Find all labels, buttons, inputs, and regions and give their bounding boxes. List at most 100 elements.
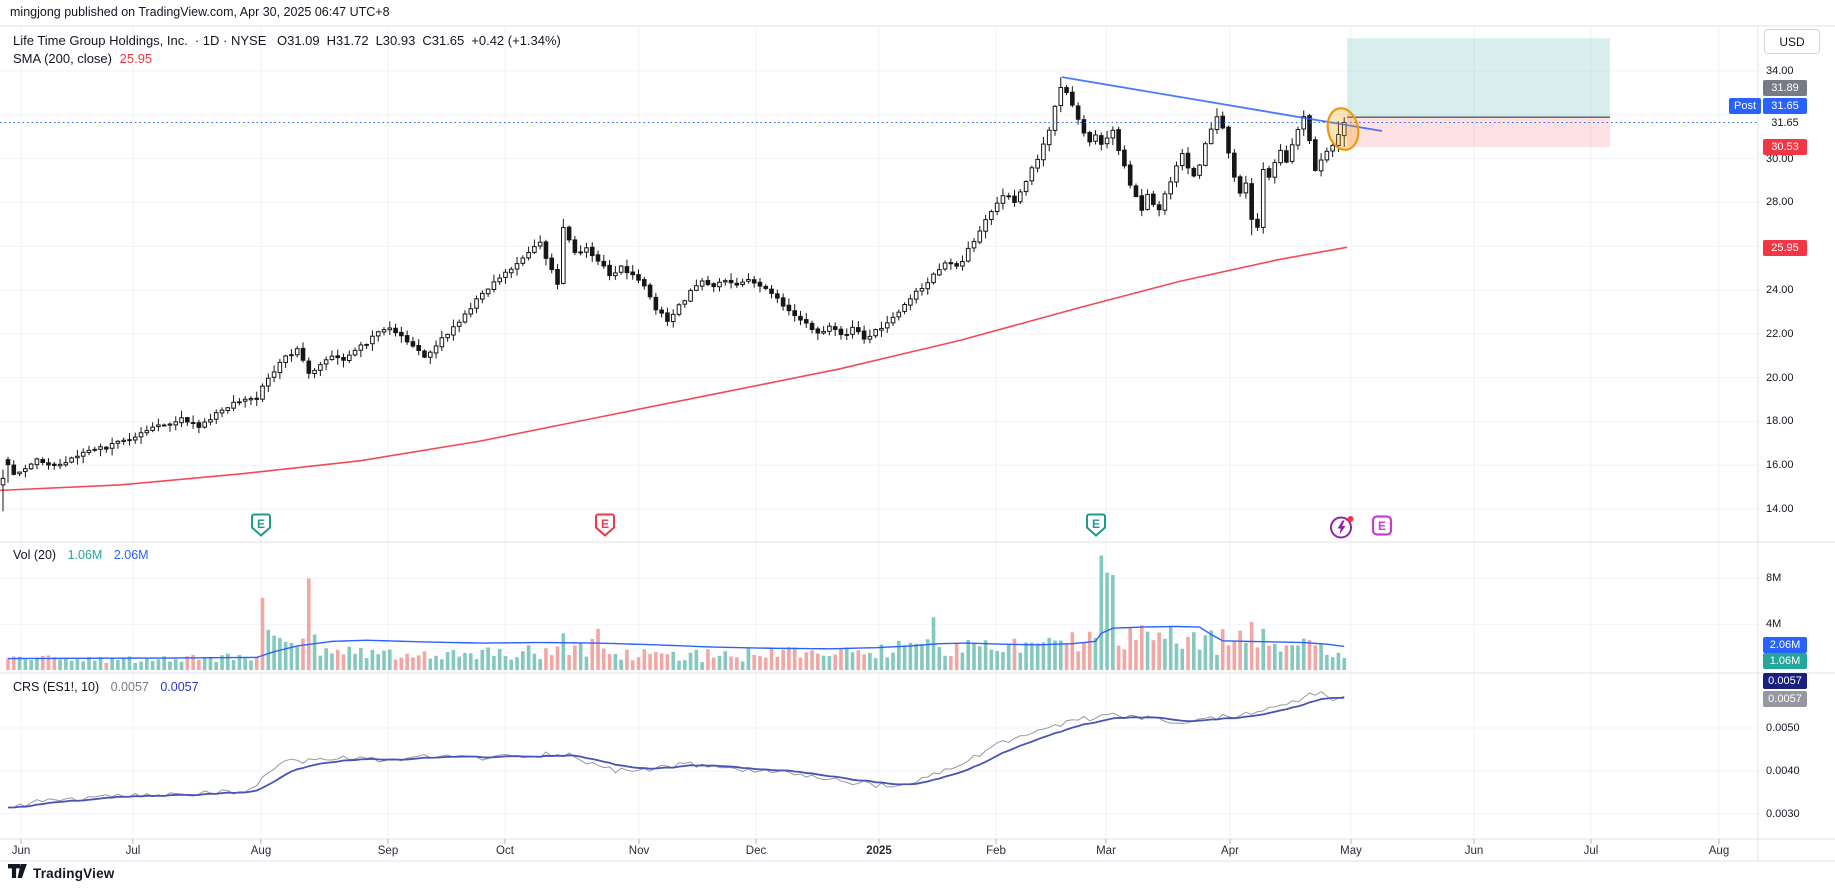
symbol-name[interactable]: Life Time Group Holdings, Inc. (13, 33, 188, 48)
candle (109, 437, 115, 456)
candle (11, 460, 17, 476)
crs-label[interactable]: CRS (ES1!, 10) (13, 680, 100, 694)
candle (931, 272, 936, 285)
gridlines (0, 26, 1758, 839)
candle (757, 278, 763, 293)
crs-slow-line[interactable] (7, 697, 1345, 809)
candle (1249, 178, 1254, 236)
candle (954, 261, 959, 270)
volume-bar (868, 652, 872, 670)
candle (1295, 126, 1301, 150)
earnings-upcoming-icon[interactable]: E (1371, 515, 1393, 542)
candle (294, 346, 300, 358)
candle (572, 235, 578, 256)
candle (138, 427, 144, 444)
volume-bar (902, 646, 907, 670)
long-position-tool[interactable] (1347, 38, 1610, 147)
volume-bar (208, 657, 213, 670)
volume-bar (532, 653, 537, 670)
candle (798, 310, 803, 326)
candle (161, 423, 167, 427)
currency-toggle-button[interactable]: USD (1764, 29, 1820, 54)
volume-bar (440, 659, 444, 670)
candle (1000, 188, 1006, 210)
candle (115, 440, 121, 449)
volume-bar (787, 647, 791, 670)
volume-bar (121, 657, 126, 670)
crs-fast-line[interactable] (7, 691, 1345, 809)
axis-tick-label: 0.0050 (1766, 722, 1800, 734)
sma-200-line[interactable] (0, 246, 1348, 492)
candle (913, 287, 919, 304)
earnings-beat-icon[interactable]: E (1084, 513, 1108, 544)
candle (312, 368, 317, 379)
candle (1151, 190, 1156, 208)
candle (1318, 153, 1324, 177)
volume-bar (769, 648, 774, 670)
earnings-miss-icon[interactable]: E (593, 513, 617, 544)
volume-bar (116, 659, 120, 670)
volume-bar (792, 647, 797, 670)
candle (1214, 108, 1220, 134)
tradingview-brand-text[interactable]: TradingView (33, 866, 115, 881)
volume-bar (567, 654, 571, 670)
volume-bar (752, 654, 757, 670)
candle (1098, 132, 1104, 151)
volume-bar (549, 655, 554, 670)
candle (57, 459, 63, 470)
crs-value-2: 0.0057 (160, 680, 199, 694)
volume-label[interactable]: Vol (20) (13, 548, 57, 562)
volume-bar (1284, 645, 1289, 670)
tradingview-logo-icon[interactable] (8, 864, 27, 883)
ohlc-low: L30.93 (375, 33, 416, 48)
candle (537, 235, 543, 250)
volume-bar (335, 649, 340, 670)
volume-bar (1238, 630, 1242, 670)
candle (1255, 213, 1260, 231)
volume-bar (220, 655, 224, 670)
candle (578, 245, 583, 256)
volume-bar (740, 661, 745, 670)
volume-bar (1134, 640, 1138, 670)
candle (989, 209, 994, 225)
candle (75, 449, 80, 465)
axis-tick-label: 34.00 (1766, 65, 1794, 77)
candle (763, 284, 769, 291)
volume-bar (497, 648, 502, 670)
sma-label[interactable]: SMA (200, close) (13, 51, 112, 66)
candle (699, 277, 705, 291)
volume-bar (717, 655, 722, 670)
candle (358, 341, 364, 358)
volume-bar (862, 654, 866, 670)
candle (150, 422, 155, 433)
volume-bar (914, 643, 918, 670)
candle (809, 320, 815, 334)
earnings-beat-icon[interactable]: E (249, 513, 273, 544)
volume-bar (555, 646, 560, 670)
volume-bar (434, 655, 438, 670)
breakout-highlight-ellipse[interactable] (1324, 105, 1362, 152)
volume-ma-line[interactable] (7, 625, 1345, 660)
upcoming-event-flash-icon[interactable] (1329, 514, 1357, 545)
candle (561, 218, 566, 285)
volume-bar (69, 660, 74, 670)
volume-bar (943, 655, 947, 670)
axis-tick-label: 18.00 (1766, 415, 1794, 428)
volume-bar (897, 640, 901, 670)
candle (132, 432, 138, 444)
ohlc-high: H31.72 (326, 33, 369, 48)
candle (167, 422, 173, 432)
volume-bar (11, 656, 16, 670)
candle (69, 456, 74, 464)
time-axis-label: Aug (1708, 845, 1730, 857)
sma-legend: SMA (200, close) 25.95 (13, 51, 152, 66)
volume-bar (879, 644, 884, 670)
candle (208, 413, 213, 426)
volume-bar (642, 649, 647, 670)
volume-bar (353, 653, 357, 670)
candle (410, 336, 416, 348)
volume-bar (1053, 640, 1057, 670)
volume-bar (515, 657, 519, 670)
volume-bar (64, 657, 68, 670)
